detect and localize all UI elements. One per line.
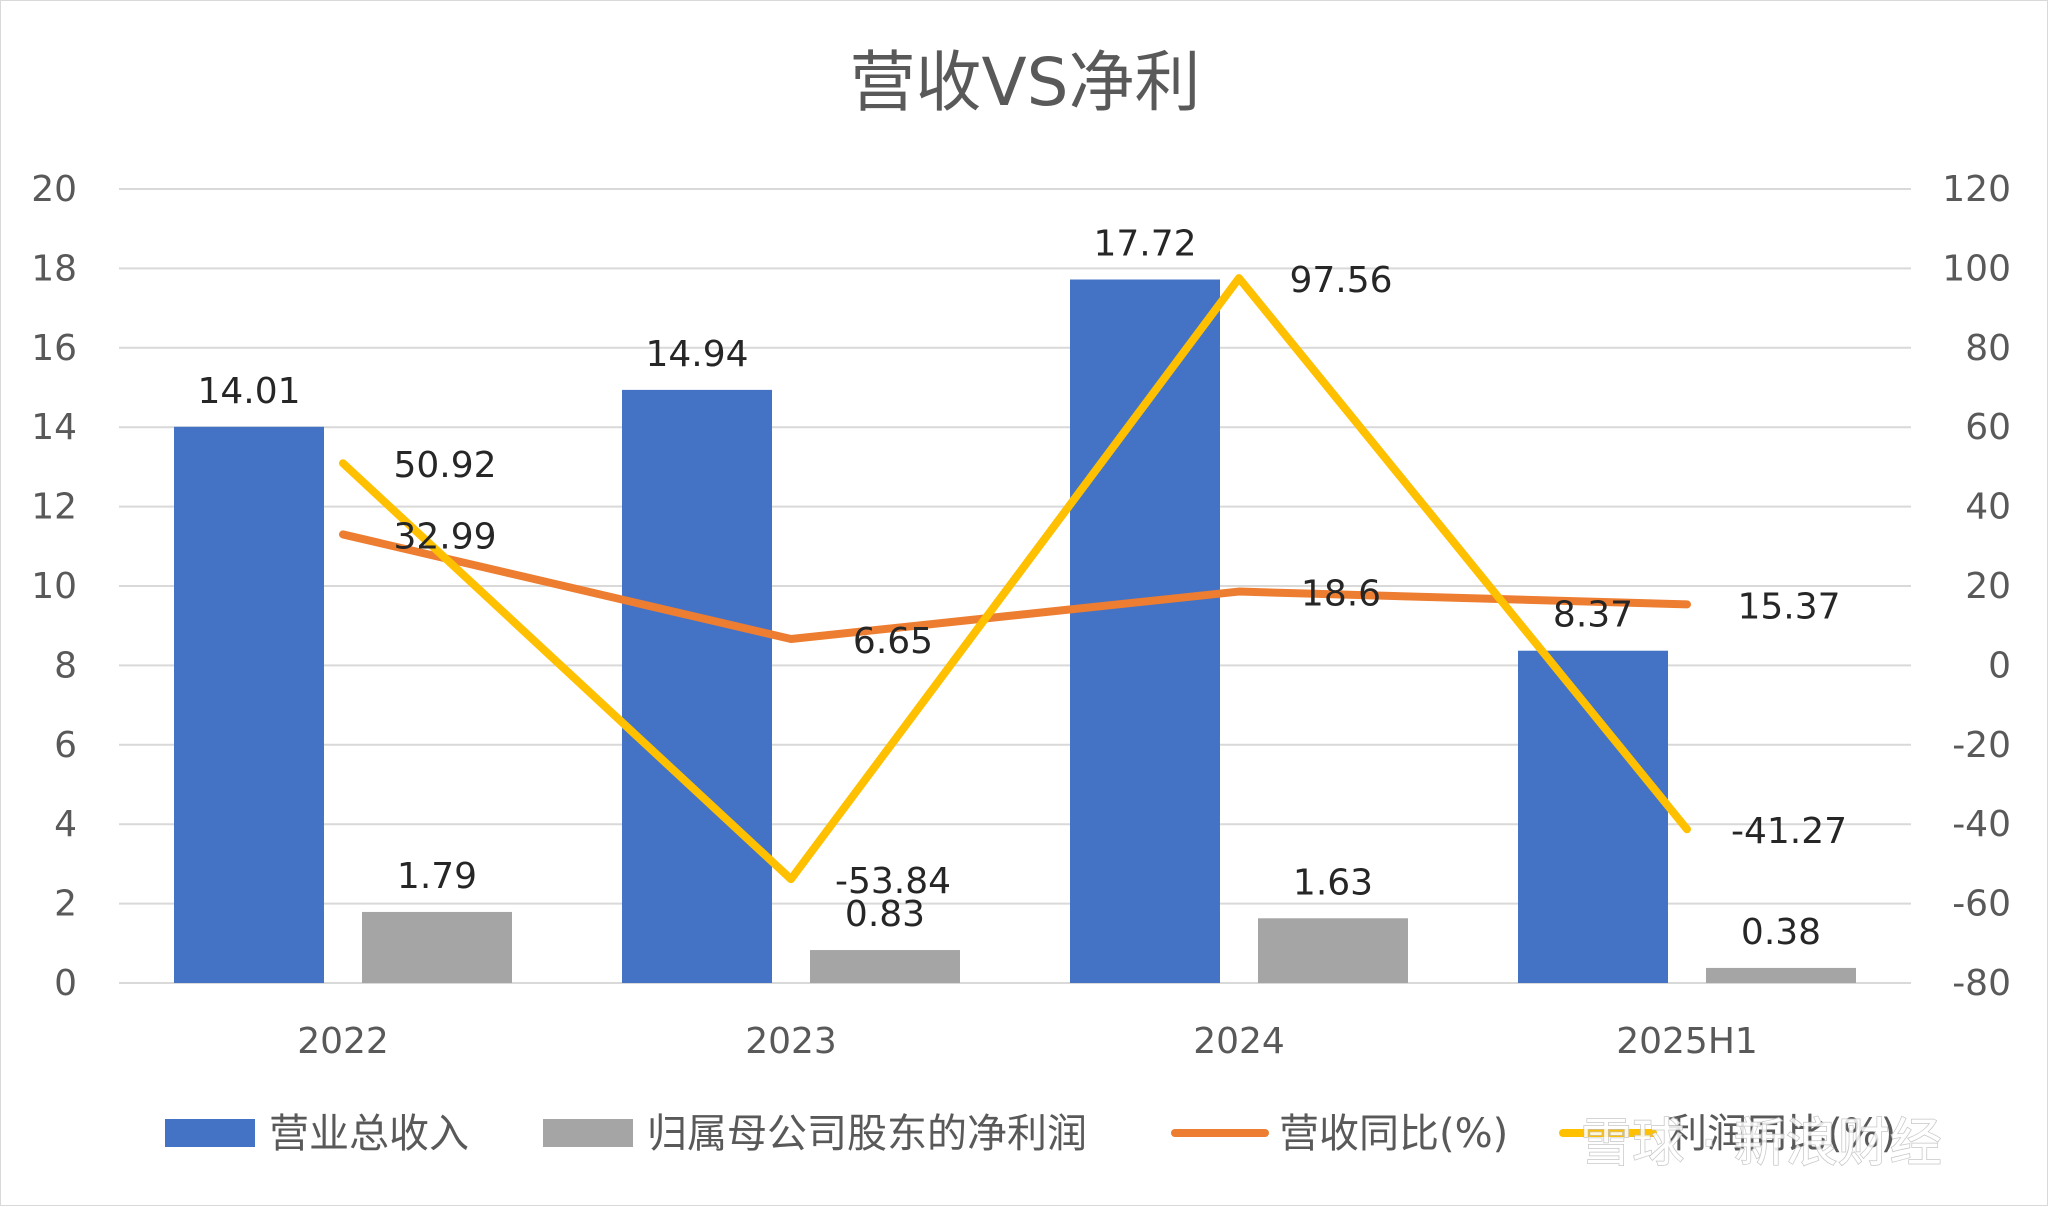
right-axis-tick-label: 120 [1942,169,2011,210]
bar [362,911,512,983]
right-axis-tick-label: -80 [1952,963,2011,1004]
left-axis-tick-label: 2 [54,884,77,925]
data-label: 0.38 [1741,912,1821,953]
right-axis-tick-label: -60 [1952,884,2011,925]
data-labels: 14.01 1.79 14.94 0.83 17.72 1.63 8.37 0.38 32.99… [197,224,1847,953]
bar [174,426,324,984]
data-label: 6.65 [853,621,933,662]
data-label: 97.56 [1289,260,1392,301]
data-label: 18.6 [1301,574,1381,615]
data-label: 14.94 [645,334,748,375]
left-axis-tick-label: 18 [31,248,77,289]
data-label: 14.01 [197,371,300,412]
legend-label: 营业总收入 [269,1111,469,1157]
data-label: 1.63 [1293,862,1373,903]
line-point [1236,275,1242,282]
legend-label: 利润同比(%) [1667,1111,1896,1157]
data-label: 0.83 [845,894,925,935]
legend: 营业总收入 归属母公司股东的净利润 营收同比(%) 利润同比(%) [165,1111,1896,1157]
bar [1518,650,1668,983]
bar-series [174,279,1856,984]
line-point [1236,588,1242,595]
bar [1706,967,1856,983]
right-axis-tick-label: 100 [1942,248,2011,289]
bar [1258,918,1408,983]
legend-swatch [543,1119,633,1147]
legend-label: 营收同比(%) [1279,1111,1508,1157]
left-axis-tick-label: 4 [54,804,77,845]
left-axis-tick-label: 14 [31,407,77,448]
right-axis-tick-label: 80 [1965,328,2011,369]
category-label: 2025H1 [1616,1021,1758,1062]
watermark-text: 雪球 · 新浪财经 [1580,1114,1942,1174]
data-label: -53.84 [835,861,951,902]
series-line [339,274,1691,884]
left-axis-tick-label: 12 [31,487,77,528]
category-labels: 2022 2023 2024 2025H1 [297,1021,1758,1062]
line-point [1684,826,1690,833]
left-axis-tick-label: 8 [54,645,77,686]
legend-swatch [165,1119,255,1147]
right-axis-tick-label: -20 [1952,725,2011,766]
data-label: 32.99 [393,516,496,557]
chart-title: 营收VS净利 [849,44,1200,121]
data-label: 1.79 [397,856,477,897]
line-point [340,460,346,467]
data-label: 8.37 [1553,595,1633,636]
category-label: 2023 [745,1021,837,1062]
line-point [1684,601,1690,608]
line-point [788,635,794,642]
legend-label: 归属母公司股东的净利润 [647,1111,1087,1157]
line-point [340,531,346,538]
right-axis-tick-label: 60 [1965,407,2011,448]
left-axis-tick-label: 0 [54,963,77,1004]
data-label: -41.27 [1731,811,1847,852]
bar [1070,279,1220,983]
left-axis-tick-label: 6 [54,725,77,766]
left-axis-tick-label: 10 [31,566,77,607]
line-series [339,274,1691,884]
right-axis-ticks: -80 -60 -40 -20 0 20 40 60 80 100 120 [1942,169,2011,1004]
left-axis-tick-label: 20 [31,169,77,210]
left-axis-ticks: 0 2 4 6 8 10 12 14 16 18 20 [31,169,77,1004]
data-label: 50.92 [393,445,496,486]
data-label: 15.37 [1737,586,1840,627]
right-axis-tick-label: 0 [1988,645,2011,686]
bar [622,389,772,984]
line-point [788,876,794,883]
right-axis-tick-label: 40 [1965,487,2011,528]
left-axis-tick-label: 16 [31,328,77,369]
data-label: 17.72 [1093,224,1196,265]
category-label: 2024 [1193,1021,1285,1062]
gridlines [119,188,1911,984]
bar [810,950,960,983]
series-line [339,530,1691,643]
right-axis-tick-label: -40 [1952,804,2011,845]
category-label: 2022 [297,1021,389,1062]
right-axis-tick-label: 20 [1965,566,2011,607]
